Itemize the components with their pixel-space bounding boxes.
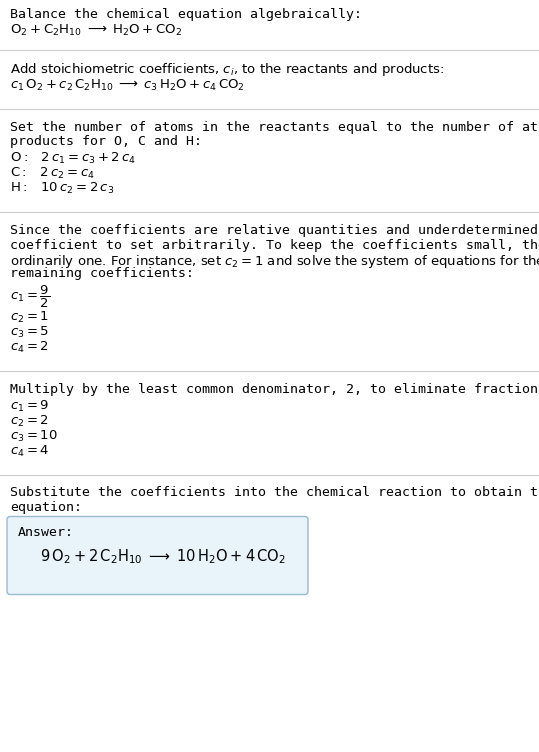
FancyBboxPatch shape [7, 517, 308, 595]
Text: Since the coefficients are relative quantities and underdetermined, choose a: Since the coefficients are relative quan… [10, 224, 539, 237]
Text: $c_1 = \dfrac{9}{2}$: $c_1 = \dfrac{9}{2}$ [10, 284, 50, 310]
Text: $c_4 = 4$: $c_4 = 4$ [10, 444, 50, 459]
Text: Set the number of atoms in the reactants equal to the number of atoms in the: Set the number of atoms in the reactants… [10, 121, 539, 134]
Text: Add stoichiometric coefficients, $c_i$, to the reactants and products:: Add stoichiometric coefficients, $c_i$, … [10, 62, 444, 78]
Text: $c_4 = 2$: $c_4 = 2$ [10, 340, 49, 355]
Text: remaining coefficients:: remaining coefficients: [10, 268, 194, 280]
Text: Answer:: Answer: [18, 526, 74, 538]
Text: Balance the chemical equation algebraically:: Balance the chemical equation algebraica… [10, 8, 362, 21]
Text: coefficient to set arbitrarily. To keep the coefficients small, the arbitrary va: coefficient to set arbitrarily. To keep … [10, 238, 539, 251]
Text: $c_2 = 2$: $c_2 = 2$ [10, 414, 49, 429]
Text: $\mathrm{H:}\;\;\; 10\,c_2 = 2\,c_3$: $\mathrm{H:}\;\;\; 10\,c_2 = 2\,c_3$ [10, 181, 114, 196]
Text: $c_3 = 10$: $c_3 = 10$ [10, 429, 58, 444]
Text: $c_3 = 5$: $c_3 = 5$ [10, 325, 49, 340]
Text: $c_1 = 9$: $c_1 = 9$ [10, 399, 49, 414]
Text: $9\,\mathrm{O_2} + 2\,\mathrm{C_2H_{10}} \;\longrightarrow\; 10\,\mathrm{H_2O} +: $9\,\mathrm{O_2} + 2\,\mathrm{C_2H_{10}}… [40, 547, 286, 566]
Text: $\mathrm{C:}\;\;\; 2\,c_2 = c_4$: $\mathrm{C:}\;\;\; 2\,c_2 = c_4$ [10, 166, 95, 181]
Text: Multiply by the least common denominator, 2, to eliminate fractional coefficient: Multiply by the least common denominator… [10, 383, 539, 396]
Text: $c_2 = 1$: $c_2 = 1$ [10, 310, 49, 325]
Text: products for O, C and H:: products for O, C and H: [10, 135, 202, 148]
Text: Substitute the coefficients into the chemical reaction to obtain the balanced: Substitute the coefficients into the che… [10, 487, 539, 499]
Text: $c_1\,\mathrm{O_2} + c_2\,\mathrm{C_2H_{10}} \;\longrightarrow\; c_3\,\mathrm{H_: $c_1\,\mathrm{O_2} + c_2\,\mathrm{C_2H_{… [10, 78, 245, 93]
Text: $\mathrm{O_2 + C_2H_{10} \;\longrightarrow\; H_2O + CO_2}$: $\mathrm{O_2 + C_2H_{10} \;\longrightarr… [10, 23, 182, 38]
Text: equation:: equation: [10, 501, 82, 514]
Text: ordinarily one. For instance, set $c_2 = 1$ and solve the system of equations fo: ordinarily one. For instance, set $c_2 =… [10, 253, 539, 270]
Text: $\mathrm{O:}\;\;\; 2\,c_1 = c_3 + 2\,c_4$: $\mathrm{O:}\;\;\; 2\,c_1 = c_3 + 2\,c_4… [10, 151, 136, 166]
